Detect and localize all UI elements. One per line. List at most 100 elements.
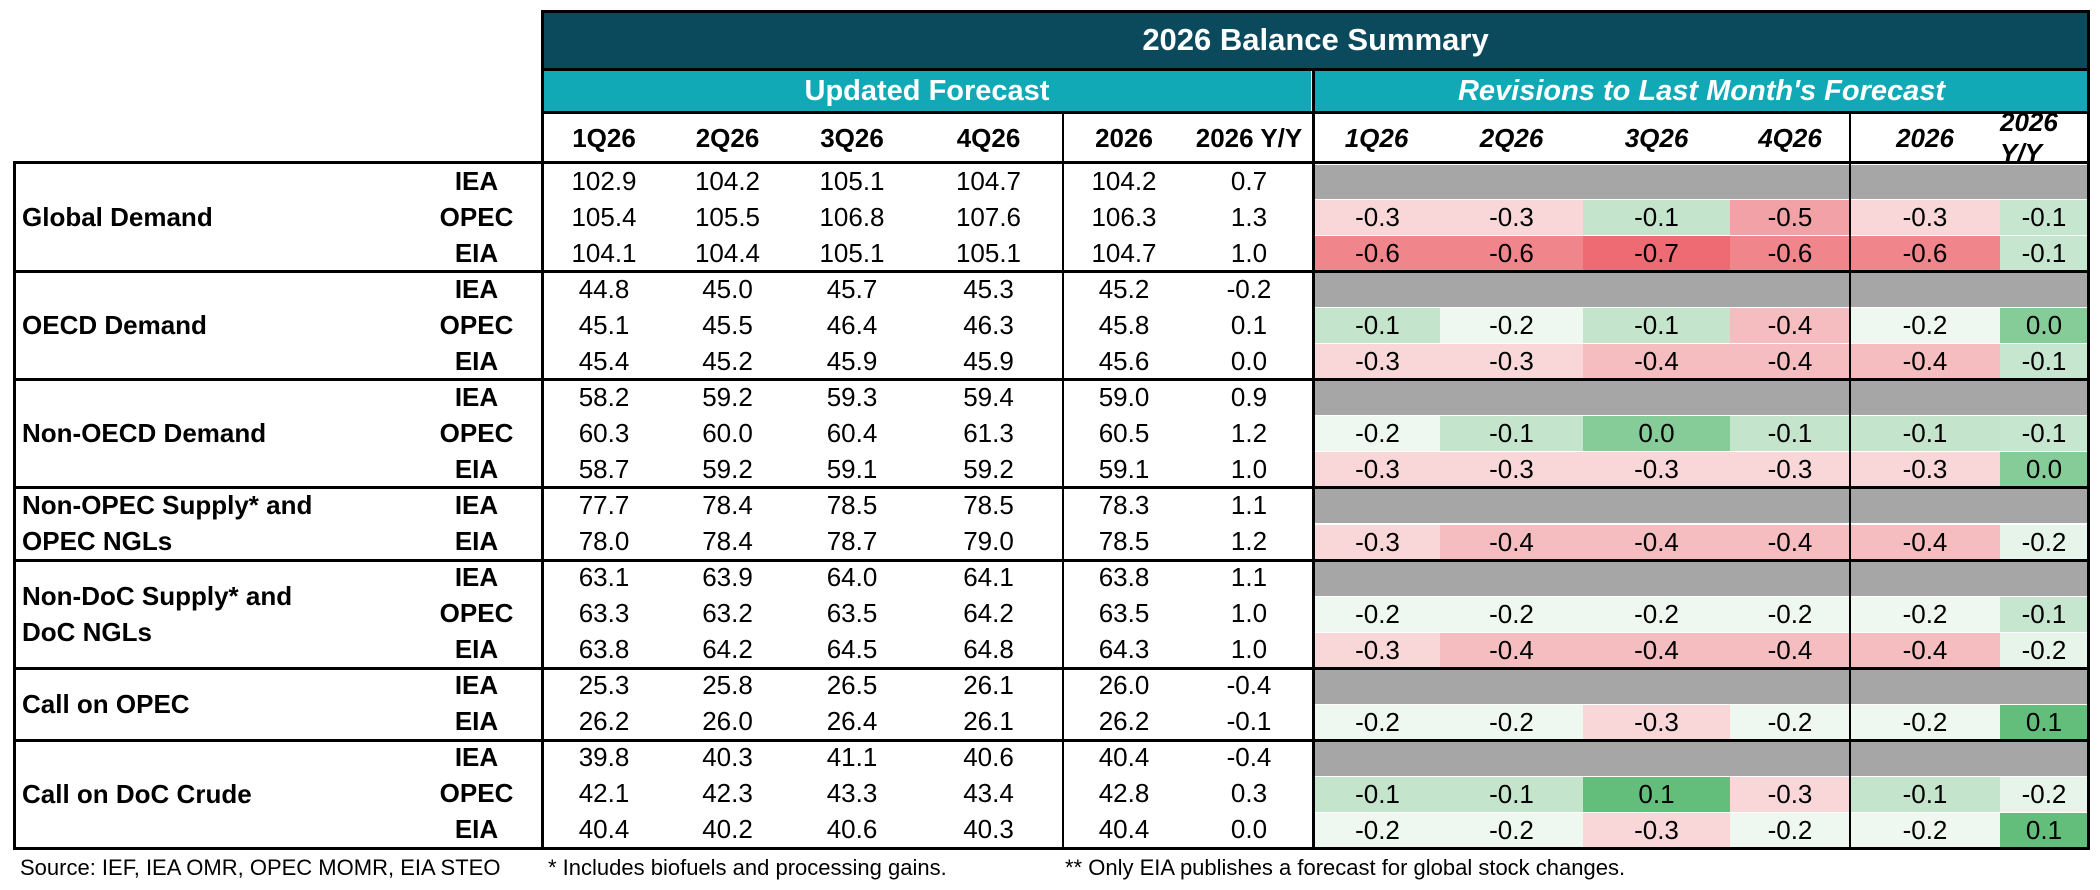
forecast-value: 1.1 xyxy=(1230,562,1268,593)
forecast-value: 59.0 xyxy=(1098,381,1150,412)
revision-value: -0.2 xyxy=(1315,416,1440,452)
source-label: IEA xyxy=(454,742,499,773)
source-label: EIA xyxy=(454,526,499,557)
forecast-value: 105.1 xyxy=(819,165,885,196)
forecast-value: 26.0 xyxy=(1098,670,1150,701)
grid-line xyxy=(1312,71,1315,848)
revision-value: -0.3 xyxy=(1583,452,1730,488)
footer-source: Source: IEF, IEA OMR, OPEC MOMR, EIA STE… xyxy=(20,855,501,880)
forecast-value: 63.5 xyxy=(826,598,878,629)
revision-value: -0.4 xyxy=(1440,632,1583,668)
forecast-value: -0.1 xyxy=(1226,706,1272,737)
forecast-value: 45.6 xyxy=(1098,345,1150,376)
revision-value: -0.2 xyxy=(1730,812,1850,848)
forecast-value: 104.2 xyxy=(694,165,761,196)
source-label: OPEC xyxy=(439,778,514,809)
revision-value: -0.2 xyxy=(2000,776,2088,812)
forecast-value: 63.9 xyxy=(702,562,753,593)
table-title: 2026 Balance Summary xyxy=(543,12,2088,68)
group-label-text: Non-OECD Demand xyxy=(22,418,267,449)
grid-line xyxy=(13,161,16,850)
forecast-value: 64.1 xyxy=(963,562,1014,593)
forecast-value: 58.7 xyxy=(578,453,630,484)
revision-value: 0.1 xyxy=(1583,776,1730,812)
grid-line xyxy=(13,558,2090,562)
grid-line xyxy=(1849,114,1851,848)
forecast-value: 78.7 xyxy=(826,526,878,557)
group-label: Non-OPEC Supply* and OPEC NGLs xyxy=(16,487,410,559)
source-label: IEA xyxy=(454,165,499,196)
revision-value: -0.4 xyxy=(1730,524,1850,560)
forecast-value: 102.9 xyxy=(571,165,637,196)
revision-col-header: 2Q26 xyxy=(1479,122,1544,153)
revision-value: -0.6 xyxy=(1440,236,1583,272)
revision-value: 0.0 xyxy=(2000,452,2088,488)
revision-value: -0.4 xyxy=(1583,632,1730,668)
source-label: OPEC xyxy=(439,598,514,629)
revision-col-header: 1Q26 xyxy=(1344,122,1409,153)
no-revision-row xyxy=(1315,741,2088,776)
revision-value: -0.6 xyxy=(1315,236,1440,272)
forecast-value: 105.5 xyxy=(694,201,761,232)
forecast-value: 26.0 xyxy=(702,706,753,737)
group-label: Call on OPEC xyxy=(16,668,410,740)
group-label-line: Non-OPEC Supply* and xyxy=(22,490,313,521)
forecast-value: 0.0 xyxy=(1230,814,1268,845)
forecast-value: 59.1 xyxy=(1098,453,1150,484)
forecast-value: 60.4 xyxy=(826,417,878,448)
forecast-value: 26.1 xyxy=(963,670,1014,701)
forecast-value: 44.8 xyxy=(578,273,630,304)
revision-value: -0.4 xyxy=(1730,632,1850,668)
revision-value: -0.1 xyxy=(2000,200,2088,236)
revision-value: -0.1 xyxy=(2000,416,2088,452)
forecast-value: 79.0 xyxy=(963,526,1014,557)
forecast-value: 104.2 xyxy=(1091,165,1157,196)
revision-value: 0.0 xyxy=(1583,416,1730,452)
group-label-line: DoC NGLs xyxy=(22,616,152,647)
forecast-value: 1.0 xyxy=(1230,453,1268,484)
updated-col-header: 2Q26 xyxy=(695,122,760,153)
forecast-value: 77.7 xyxy=(578,489,630,520)
revision-value: -0.4 xyxy=(1440,524,1583,560)
revision-value: -0.2 xyxy=(2000,632,2088,668)
forecast-value: 45.3 xyxy=(963,273,1014,304)
revision-value: -0.2 xyxy=(1315,704,1440,740)
forecast-value: -0.4 xyxy=(1226,742,1272,773)
revision-value: -0.4 xyxy=(1850,632,2000,668)
source-label: EIA xyxy=(454,453,499,484)
updated-col-header: 4Q26 xyxy=(956,122,1021,153)
grid-line xyxy=(13,270,2090,274)
forecast-value: -0.4 xyxy=(1226,670,1272,701)
revision-value: -0.1 xyxy=(2000,236,2088,272)
revision-value: -0.4 xyxy=(1583,344,1730,380)
revision-value: -0.1 xyxy=(2000,344,2088,380)
forecast-value: 45.5 xyxy=(702,309,753,340)
forecast-value: -0.2 xyxy=(1226,273,1272,304)
forecast-value: 59.2 xyxy=(702,381,753,412)
source-label: EIA xyxy=(454,634,499,665)
forecast-value: 58.2 xyxy=(578,381,630,412)
forecast-value: 63.2 xyxy=(702,598,753,629)
forecast-value: 40.4 xyxy=(578,814,630,845)
revision-value: -0.3 xyxy=(1315,452,1440,488)
forecast-value: 41.1 xyxy=(826,742,878,773)
forecast-value: 59.4 xyxy=(963,381,1014,412)
revision-value: -0.2 xyxy=(1850,704,2000,740)
forecast-value: 63.1 xyxy=(578,562,630,593)
forecast-value: 25.8 xyxy=(702,670,753,701)
no-revision-row xyxy=(1315,381,2088,416)
revision-value: -0.3 xyxy=(1315,524,1440,560)
source-label: EIA xyxy=(454,345,499,376)
grid-line xyxy=(541,68,2089,71)
revision-value: -0.1 xyxy=(1440,416,1583,452)
forecast-value: 40.3 xyxy=(963,814,1014,845)
forecast-value: 1.3 xyxy=(1230,201,1268,232)
forecast-value: 1.0 xyxy=(1230,237,1268,268)
revision-value: -0.1 xyxy=(1315,776,1440,812)
forecast-value: 63.5 xyxy=(1098,598,1150,629)
group-label: Call on DoC Crude xyxy=(16,740,410,848)
revision-value: -0.2 xyxy=(1315,812,1440,848)
revision-value: -0.1 xyxy=(1583,308,1730,344)
forecast-value: 107.6 xyxy=(955,201,1022,232)
